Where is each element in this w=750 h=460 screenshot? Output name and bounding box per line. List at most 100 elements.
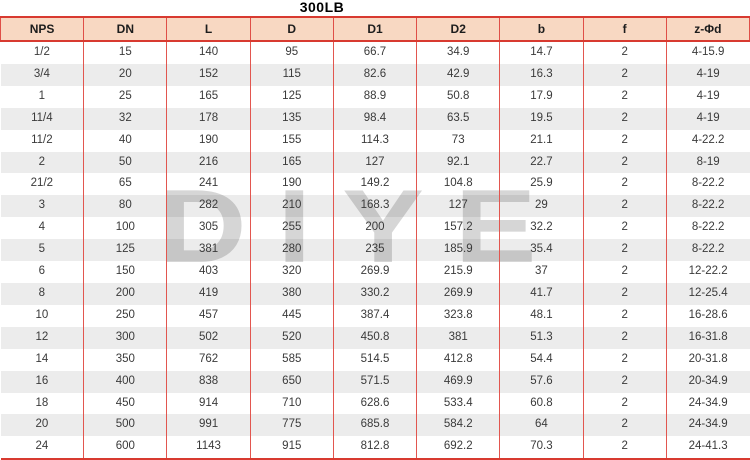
table-cell: 775 [249,414,334,437]
table-cell: 235 [332,239,418,262]
table-cell: 2 [582,195,667,218]
table-cell: 2 [582,414,667,437]
table-cell: 215.9 [416,261,501,283]
table-cell: 269.9 [416,282,501,305]
table-cell: 127 [332,151,418,174]
table-cell: 63.5 [416,107,501,130]
table-cell: 4-19 [665,107,750,130]
table-cell: 320 [249,261,334,283]
table-cell: 32.2 [499,217,584,240]
table-cell: 140 [166,41,251,64]
table-cell: 330.2 [332,282,418,305]
table-cell: 25.9 [499,173,584,196]
table-cell: 18 [0,392,85,415]
table-body: 1/2 15 140 95 66.7 34.9 14.7 2 4-15.9 3/4 20 152 115… [0,41,750,460]
table-cell: 6 [0,261,85,283]
table-cell: 4-19 [665,63,750,86]
table-cell: 24-34.9 [665,392,750,415]
table-row: 2 50 216 165 127 92.1 22.7 2 8-19 [0,151,750,174]
table-cell: 20-34.9 [665,370,750,393]
table-cell: 2 [582,151,667,174]
table-cell: 2 [582,239,667,262]
table-row: 5 125 381 280 235 185.9 35.4 2 8-22.2 [0,239,750,262]
header-row: NPS DN L D D1 D2 b f z-Φd [0,16,750,42]
table-cell: 12-25.4 [665,282,750,305]
table-cell: 8-22.2 [665,239,750,262]
table-cell: 17.9 [499,85,584,108]
table-row: 24 600 1143 915 812.8 692.2 70.3 2 24-41.3 [0,436,750,460]
table-cell: 16.3 [499,63,584,86]
table-cell: 469.9 [416,370,501,393]
table-cell: 42.9 [416,63,501,86]
table-cell: 65 [83,173,168,196]
table-cell: 32 [83,107,168,130]
table-cell: 25 [83,85,168,108]
table-cell: 2 [582,63,667,86]
table-cell: 450 [83,392,168,415]
table-cell: 149.2 [332,173,418,196]
table-cell: 412.8 [416,348,501,371]
table-cell: 16-31.8 [665,326,750,349]
table-cell: 419 [166,282,251,305]
table-cell: 282 [166,195,251,218]
table-cell: 21.1 [499,129,584,152]
table-cell: 692.2 [416,436,501,460]
table-header: NPS DN L D D1 D2 b f z-Φd [0,16,750,42]
table-cell: 2 [582,348,667,371]
table-cell: 34.9 [416,41,501,64]
table-cell: 82.6 [332,63,418,86]
table-cell: 125 [83,239,168,262]
table-cell: 185.9 [416,239,501,262]
table-cell: 24-41.3 [665,436,750,460]
table-cell: 73 [416,129,501,152]
table-cell: 710 [249,392,334,415]
table-cell: 8-22.2 [665,173,750,196]
table-cell: 445 [249,304,334,327]
table-cell: 762 [166,348,251,371]
table-cell: 95 [249,41,334,64]
table-row: 3/4 20 152 115 82.6 42.9 16.3 2 4-19 [0,63,750,86]
column-header-3: D [249,16,334,42]
table-cell: 127 [416,195,501,218]
table-cell: 48.1 [499,304,584,327]
table-row: 6 150 403 320 269.9 215.9 37 2 12-22.2 [0,261,750,283]
table-cell: 178 [166,107,251,130]
table-cell: 70.3 [499,436,584,460]
table-cell: 300 [83,326,168,349]
table-cell: 269.9 [332,261,418,283]
table-cell: 838 [166,370,251,393]
table-cell: 66.7 [332,41,418,64]
table-cell: 812.8 [332,436,418,460]
table-cell: 2 [582,370,667,393]
table-row: 18 450 914 710 628.6 533.4 60.8 2 24-34.9 [0,392,750,415]
table-cell: 1 [0,85,85,108]
table-row: 1/2 15 140 95 66.7 34.9 14.7 2 4-15.9 [0,41,750,64]
table-cell: 991 [166,414,251,437]
table-row: 12 300 502 520 450.8 381 51.3 2 16-31.8 [0,326,750,349]
table-cell: 380 [249,282,334,305]
table-cell: 2 [582,85,667,108]
table-cell: 381 [166,239,251,262]
table-cell: 35.4 [499,239,584,262]
table-cell: 387.4 [332,304,418,327]
column-header-2: L [166,16,251,42]
table-cell: 2 [582,173,667,196]
table-cell: 100 [83,217,168,240]
table-cell: 10 [0,304,85,327]
table-row: 14 350 762 585 514.5 412.8 54.4 2 20-31.8 [0,348,750,371]
table-cell: 914 [166,392,251,415]
table-cell: 200 [83,282,168,305]
table-cell: 11/2 [0,129,85,152]
table-cell: 150 [83,261,168,283]
table-cell: 4-15.9 [665,41,750,64]
table-cell: 628.6 [332,392,418,415]
table-cell: 216 [166,151,251,174]
table-cell: 16-28.6 [665,304,750,327]
table-cell: 403 [166,261,251,283]
table-row: 11/2 40 190 155 114.3 73 21.1 2 4-22.2 [0,129,750,152]
table-cell: 57.6 [499,370,584,393]
table-cell: 165 [166,85,251,108]
table-cell: 8-22.2 [665,195,750,218]
table-cell: 98.4 [332,107,418,130]
table-cell: 157.2 [416,217,501,240]
